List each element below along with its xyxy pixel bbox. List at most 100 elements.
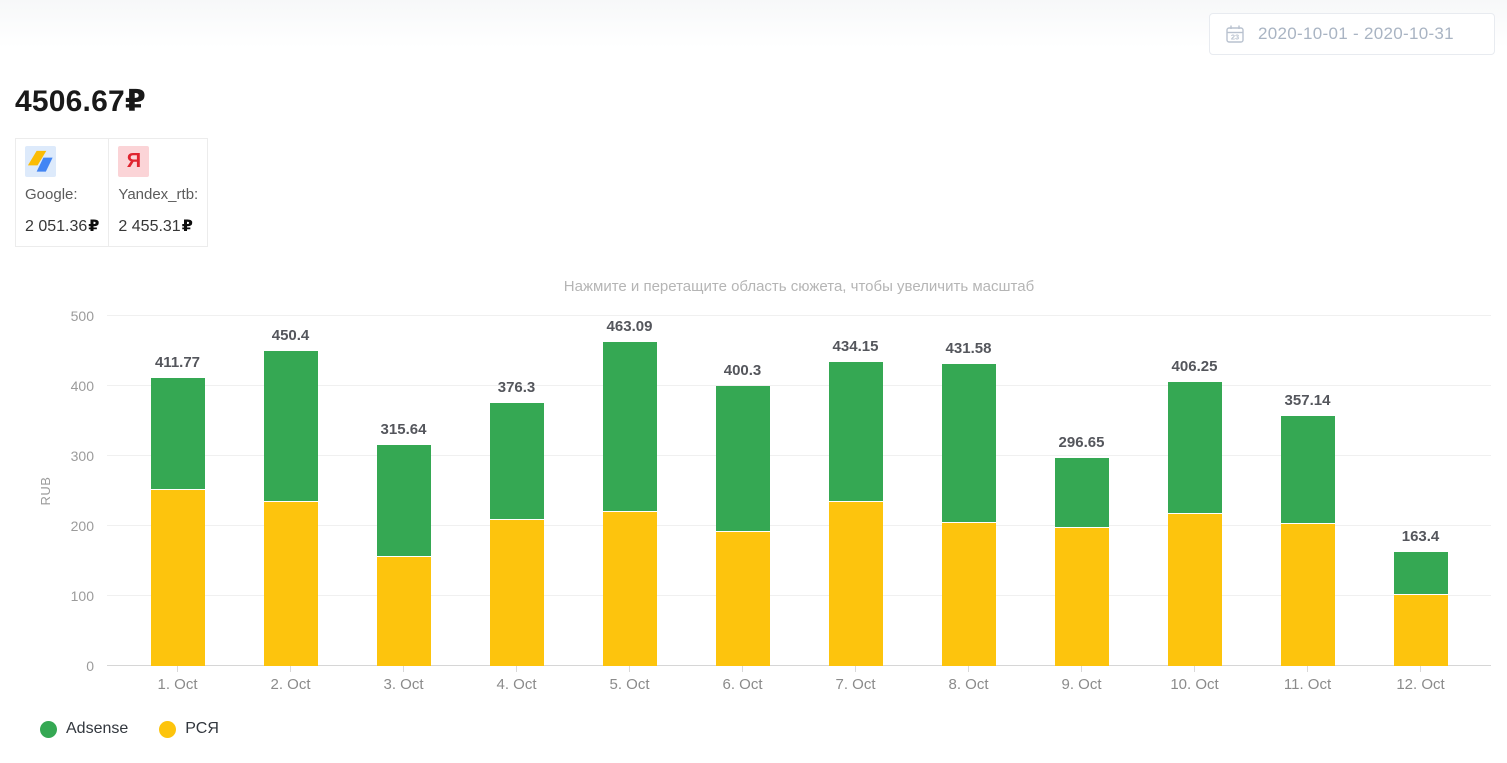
card-value: 2 455.31₽	[118, 216, 198, 236]
bar-12[interactable]: 163.4	[1393, 528, 1448, 666]
bar-segment-Adsense[interactable]	[828, 362, 883, 502]
bar-total-label: 431.58	[945, 339, 992, 357]
bar-5[interactable]: 463.09	[602, 318, 657, 666]
x-axis-label: 5. Oct	[609, 676, 650, 693]
bar-10[interactable]: 406.25	[1167, 358, 1222, 666]
x-axis-label: 10. Oct	[1170, 676, 1219, 693]
x-axis-label: 8. Oct	[948, 676, 989, 693]
x-axis-label: 2. Oct	[270, 676, 311, 693]
bar-total-label: 434.15	[832, 338, 879, 356]
gridline	[107, 385, 1491, 386]
yandex-card: Я Yandex_rtb: 2 455.31₽	[108, 138, 209, 247]
bars-container: 411.77 450.4 315.64 376.3 463.09 400.3 434.15 4…	[107, 316, 1491, 666]
gridline	[107, 595, 1491, 596]
x-axis-category: 9. Oct	[1025, 666, 1138, 693]
bar-9[interactable]: 296.65	[1054, 434, 1109, 666]
x-axis-category: 11. Oct	[1251, 666, 1364, 693]
bar-slot: 434.15	[799, 338, 912, 666]
chart-legend: Adsense РСЯ	[40, 720, 1507, 738]
card-value: 2 051.36₽	[25, 216, 99, 236]
x-axis-tick	[855, 666, 856, 672]
legend-item-рся[interactable]: РСЯ	[159, 720, 219, 738]
x-axis-tick	[403, 666, 404, 672]
x-axis-tick	[1420, 666, 1421, 672]
x-axis-category: 2. Oct	[234, 666, 347, 693]
google-card: Google: 2 051.36₽	[15, 138, 110, 247]
y-axis-tick-label: 0	[86, 658, 94, 674]
card-amount: 2 051.36	[25, 218, 88, 235]
bar-slot: 406.25	[1138, 358, 1251, 666]
total-revenue: 4506.67₽	[15, 85, 146, 118]
bar-segment-РСЯ[interactable]	[263, 501, 318, 666]
bar-2[interactable]: 450.4	[263, 327, 318, 666]
date-range-picker[interactable]: 23 2020-10-01 - 2020-10-31	[1209, 13, 1495, 55]
x-axis-tick	[290, 666, 291, 672]
bar-segment-РСЯ[interactable]	[941, 521, 996, 666]
date-range-value: 2020-10-01 - 2020-10-31	[1258, 24, 1454, 43]
bar-4[interactable]: 376.3	[489, 379, 544, 666]
bar-11[interactable]: 357.14	[1280, 392, 1335, 666]
bar-segment-РСЯ[interactable]	[489, 519, 544, 666]
gridline	[107, 315, 1491, 316]
x-axis-label: 3. Oct	[383, 676, 424, 693]
plot-area[interactable]: RUB 0 100 200 300 400 500 411.77 450.4 315.64 376…	[38, 308, 1491, 674]
bar-segment-РСЯ[interactable]	[376, 555, 431, 666]
x-axis-tick	[968, 666, 969, 672]
x-axis-category: 1. Oct	[121, 666, 234, 693]
bar-slot: 463.09	[573, 318, 686, 666]
bar-6[interactable]: 400.3	[715, 362, 770, 666]
bar-total-label: 406.25	[1171, 357, 1218, 375]
bar-segment-Adsense[interactable]	[602, 341, 657, 512]
bar-total-label: 463.09	[606, 317, 653, 335]
bar-slot: 376.3	[460, 379, 573, 666]
legend-marker-icon	[40, 720, 57, 738]
bar-segment-Adsense[interactable]	[1167, 381, 1222, 513]
bar-segment-РСЯ[interactable]	[1393, 593, 1448, 666]
bar-segment-Adsense[interactable]	[1280, 416, 1335, 524]
bar-8[interactable]: 431.58	[941, 340, 996, 666]
bar-slot: 411.77	[121, 354, 234, 666]
legend-label: РСЯ	[185, 720, 219, 737]
bar-segment-Adsense[interactable]	[489, 402, 544, 520]
bar-total-label: 296.65	[1058, 434, 1105, 452]
bar-segment-Adsense[interactable]	[1393, 551, 1448, 594]
bar-segment-Adsense[interactable]	[1054, 458, 1109, 527]
bar-segment-РСЯ[interactable]	[602, 511, 657, 666]
bar-segment-РСЯ[interactable]	[1280, 523, 1335, 666]
bar-total-label: 163.4	[1401, 527, 1440, 545]
bar-segment-Adsense[interactable]	[715, 385, 770, 531]
yandex-letter: Я	[126, 150, 142, 172]
bar-3[interactable]: 315.64	[376, 421, 431, 666]
y-axis-tick-label: 400	[70, 378, 94, 394]
chart-subtitle: Нажмите и перетащите область сюжета, что…	[563, 278, 1035, 295]
x-axis-category: 6. Oct	[686, 666, 799, 693]
bar-slot: 296.65	[1025, 434, 1138, 666]
bar-segment-РСЯ[interactable]	[828, 501, 883, 666]
adsense-icon	[25, 146, 56, 177]
bar-slot: 450.4	[234, 327, 347, 666]
bar-segment-Adsense[interactable]	[263, 350, 318, 502]
legend-marker-icon	[159, 720, 177, 738]
bar-segment-Adsense[interactable]	[376, 445, 431, 556]
bar-segment-РСЯ[interactable]	[1167, 512, 1222, 666]
svg-text:23: 23	[1231, 33, 1239, 42]
ruble-sign: ₽	[181, 218, 193, 235]
bar-7[interactable]: 434.15	[828, 338, 883, 666]
bar-slot: 315.64	[347, 421, 460, 666]
bar-segment-Adsense[interactable]	[150, 377, 205, 490]
bar-segment-РСЯ[interactable]	[150, 489, 205, 666]
x-axis-tick	[1081, 666, 1082, 672]
bar-slot: 431.58	[912, 340, 1025, 666]
x-axis-tick	[1307, 666, 1308, 672]
bar-segment-Adsense[interactable]	[941, 363, 996, 522]
bar-segment-РСЯ[interactable]	[715, 530, 770, 666]
x-axis-label: 11. Oct	[1283, 676, 1332, 693]
y-axis-tick-label: 300	[70, 448, 94, 464]
bar-segment-РСЯ[interactable]	[1054, 526, 1109, 666]
summary-cards: Google: 2 051.36₽ Я Yandex_rtb: 2 455.31…	[15, 138, 209, 247]
legend-item-adsense[interactable]: Adsense	[40, 720, 128, 738]
gridline	[107, 455, 1491, 456]
bar-1[interactable]: 411.77	[150, 354, 205, 666]
calendar-icon: 23	[1224, 23, 1246, 45]
